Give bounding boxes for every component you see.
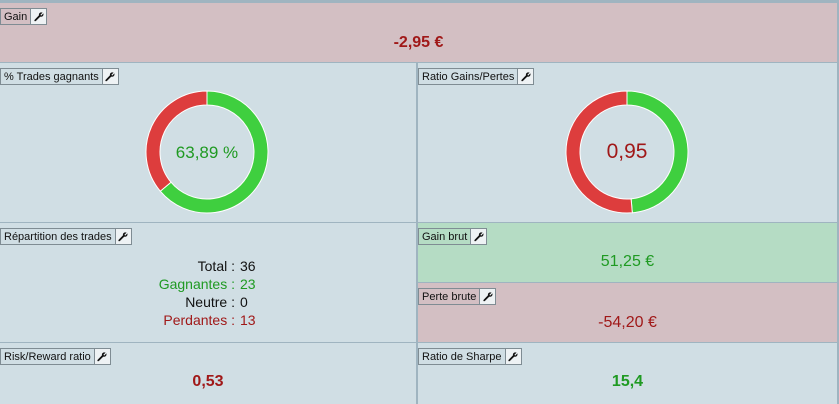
gross-gain-value: 51,25 € [600, 253, 655, 270]
trade-distribution-panel: Répartition des trades Total : 36 Gagnan… [0, 223, 416, 342]
donut-slice-red [565, 90, 633, 214]
stat-value: 0 [240, 294, 248, 310]
win-rate-title: % Trades gagnants [0, 68, 102, 85]
win-rate-panel: % Trades gagnants 63,89 % [0, 63, 416, 222]
stat-row-neutral: Neutre : 0 [105, 293, 256, 311]
sharpe-settings-button[interactable] [504, 348, 522, 365]
stat-label: Total : [197, 258, 235, 274]
stat-row-winning: Gagnantes : 23 [105, 275, 256, 293]
gross-gain-panel: Gain brut 51,25 € [418, 223, 837, 282]
gross-gain-title: Gain brut [418, 228, 471, 245]
wrench-icon [34, 11, 44, 21]
gain-title: Gain [0, 8, 31, 25]
stat-value: 23 [240, 276, 256, 292]
wrench-icon [118, 231, 128, 241]
risk-reward-value: 0,53 [192, 373, 224, 390]
win-rate-donut [145, 90, 269, 214]
gain-loss-ratio-title: Ratio Gains/Pertes [418, 68, 518, 85]
gross-loss-settings-button[interactable] [479, 288, 497, 305]
gain-loss-ratio-settings-button[interactable] [517, 68, 535, 85]
gross-loss-value: -54,20 € [598, 314, 657, 331]
gain-header: Gain [0, 8, 48, 25]
donut-slice-red [145, 90, 208, 192]
gain-loss-ratio-header: Ratio Gains/Pertes [418, 68, 535, 85]
wrench-icon [521, 71, 531, 81]
sharpe-title: Ratio de Sharpe [418, 348, 505, 365]
gross-loss-title: Perte brute [418, 288, 480, 305]
wrench-icon [474, 231, 484, 241]
gain-loss-ratio-value: 0,95 [606, 140, 648, 163]
gross-loss-panel: Perte brute -54,20 € [418, 283, 837, 342]
gain-loss-ratio-donut [565, 90, 689, 214]
sharpe-value: 15,4 [611, 373, 644, 390]
risk-reward-title: Risk/Reward ratio [0, 348, 94, 365]
sharpe-panel: Ratio de Sharpe 15,4 [418, 343, 837, 404]
win-rate-header: % Trades gagnants [0, 68, 119, 85]
gross-gain-settings-button[interactable] [470, 228, 488, 245]
stat-row-total: Total : 36 [105, 257, 256, 275]
gain-value: -2,95 € [393, 34, 444, 51]
stat-value: 13 [240, 312, 256, 328]
gain-panel: Gain -2,95 € [0, 3, 837, 62]
stat-label: Gagnantes : [158, 276, 235, 292]
gain-settings-button[interactable] [30, 8, 48, 25]
wrench-icon [508, 351, 518, 361]
wrench-icon [97, 351, 107, 361]
sharpe-header: Ratio de Sharpe [418, 348, 522, 365]
trade-distribution-title: Répartition des trades [0, 228, 115, 245]
risk-reward-header: Risk/Reward ratio [0, 348, 111, 365]
risk-reward-panel: Risk/Reward ratio 0,53 [0, 343, 416, 404]
risk-reward-settings-button[interactable] [93, 348, 111, 365]
gross-loss-header: Perte brute [418, 288, 497, 305]
stat-label: Neutre : [185, 294, 235, 310]
trade-distribution-settings-button[interactable] [114, 228, 132, 245]
gain-loss-ratio-panel: Ratio Gains/Pertes 0,95 [418, 63, 837, 222]
trade-distribution-header: Répartition des trades [0, 228, 132, 245]
stat-value: 36 [240, 258, 256, 274]
wrench-icon [483, 291, 493, 301]
stat-label: Perdantes : [163, 312, 235, 328]
win-rate-settings-button[interactable] [101, 68, 119, 85]
win-rate-value: 63,89 % [175, 143, 239, 162]
stat-row-losing: Perdantes : 13 [105, 311, 256, 329]
wrench-icon [105, 71, 115, 81]
trade-distribution-list: Total : 36 Gagnantes : 23 Neutre : 0 Per… [105, 257, 256, 329]
gross-gain-header: Gain brut [418, 228, 488, 245]
